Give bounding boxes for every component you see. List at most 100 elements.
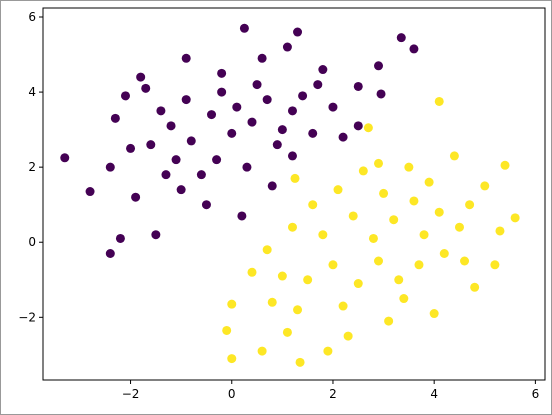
point xyxy=(237,211,247,221)
point xyxy=(227,354,237,364)
point xyxy=(171,155,181,165)
point xyxy=(419,230,429,240)
point xyxy=(353,279,363,289)
point xyxy=(282,42,292,52)
point xyxy=(110,113,120,123)
point xyxy=(212,155,222,165)
point xyxy=(277,271,287,281)
point xyxy=(470,282,480,292)
point xyxy=(176,185,186,195)
point xyxy=(394,275,404,285)
point xyxy=(374,256,384,266)
point xyxy=(287,106,297,116)
point xyxy=(267,297,277,307)
point xyxy=(239,23,249,33)
point xyxy=(141,83,151,93)
point xyxy=(308,128,318,138)
point xyxy=(308,200,318,210)
point xyxy=(146,140,156,150)
point xyxy=(166,121,176,131)
point xyxy=(434,207,444,217)
point xyxy=(358,166,368,176)
point xyxy=(449,151,459,161)
point xyxy=(333,185,343,195)
point xyxy=(282,327,292,337)
point xyxy=(424,177,434,187)
point xyxy=(313,80,323,90)
point xyxy=(409,196,419,206)
point xyxy=(353,81,363,91)
point xyxy=(287,151,297,161)
point xyxy=(495,226,505,236)
point xyxy=(247,267,257,277)
point xyxy=(227,128,237,138)
point xyxy=(126,143,136,153)
point xyxy=(293,305,303,315)
point xyxy=(85,187,95,197)
point xyxy=(207,110,217,120)
point xyxy=(353,121,363,131)
point xyxy=(379,188,389,198)
point xyxy=(414,260,424,270)
x-tick-label: 4 xyxy=(430,387,438,401)
point xyxy=(267,181,277,191)
point xyxy=(227,299,237,309)
point xyxy=(196,170,206,180)
point xyxy=(384,316,394,326)
point xyxy=(510,213,520,223)
point xyxy=(201,200,211,210)
point xyxy=(298,91,308,101)
point xyxy=(434,96,444,106)
plot-area xyxy=(42,7,546,381)
point xyxy=(136,72,146,82)
point xyxy=(376,89,386,99)
point xyxy=(181,95,191,105)
point xyxy=(323,346,333,356)
point xyxy=(328,102,338,112)
point xyxy=(363,123,373,133)
y-tick-label: 2 xyxy=(28,160,36,174)
point xyxy=(115,233,125,243)
point xyxy=(409,44,419,54)
point xyxy=(181,53,191,63)
x-tick-label: −2 xyxy=(122,387,140,401)
point xyxy=(156,106,166,116)
point xyxy=(460,256,470,266)
point xyxy=(161,170,171,180)
point xyxy=(404,162,414,172)
y-tick-label: 6 xyxy=(28,10,36,24)
point xyxy=(287,222,297,232)
point xyxy=(500,160,510,170)
x-tick-label: 6 xyxy=(532,387,540,401)
point xyxy=(252,80,262,90)
point xyxy=(374,158,384,168)
point xyxy=(328,260,338,270)
point xyxy=(348,211,358,221)
point xyxy=(490,260,500,270)
point xyxy=(293,27,303,37)
point xyxy=(303,275,313,285)
point xyxy=(389,215,399,225)
point xyxy=(338,301,348,311)
point xyxy=(429,309,439,319)
point xyxy=(338,132,348,142)
point xyxy=(131,192,141,202)
point xyxy=(151,230,161,240)
point xyxy=(222,325,232,335)
point xyxy=(399,294,409,304)
point xyxy=(374,61,384,71)
y-tick-label: 0 xyxy=(28,235,36,249)
point xyxy=(247,117,257,127)
point xyxy=(120,91,130,101)
point xyxy=(262,245,272,255)
point xyxy=(318,65,328,75)
point xyxy=(262,95,272,105)
point xyxy=(465,200,475,210)
point xyxy=(257,53,267,63)
point xyxy=(290,173,300,183)
point xyxy=(217,87,227,97)
point xyxy=(277,125,287,135)
x-tick-label: 0 xyxy=(228,387,236,401)
y-tick-label: −2 xyxy=(18,310,36,324)
